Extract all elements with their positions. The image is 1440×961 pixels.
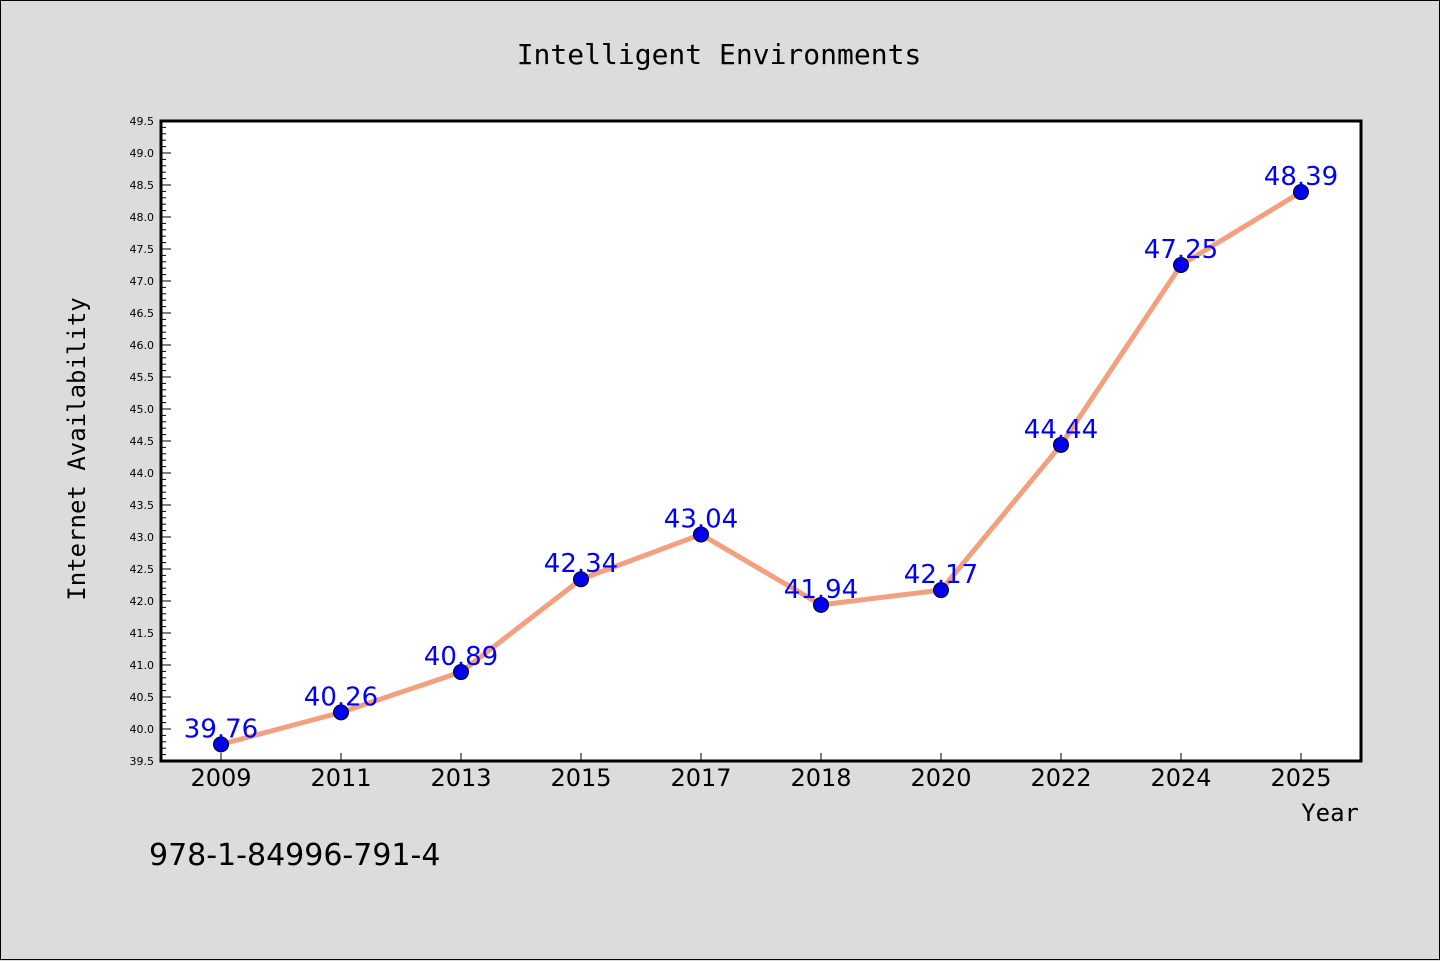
x-tick-label: 2015 (550, 764, 611, 792)
data-point (1053, 436, 1069, 453)
data-point (813, 596, 829, 613)
x-tick-label: 2020 (910, 764, 971, 792)
y-tick-label: 40.5 (130, 691, 155, 704)
plot-area (159, 119, 1363, 763)
data-point (213, 736, 229, 753)
y-tick-label: 43.5 (130, 499, 155, 512)
y-tick-label: 42.5 (130, 563, 155, 576)
x-tick-label: 2024 (1150, 764, 1211, 792)
x-tick-label: 2013 (430, 764, 491, 792)
x-tick-label: 2025 (1270, 764, 1331, 792)
y-tick-label: 44.0 (130, 467, 155, 480)
y-tick-label: 39.5 (130, 755, 155, 768)
data-label: 43.04 (664, 504, 738, 534)
isbn-text: 978-1-84996-791-4 (149, 838, 440, 873)
data-point (933, 582, 949, 599)
y-tick-label: 47.0 (130, 275, 155, 288)
x-axis-title: Year (1301, 799, 1359, 827)
y-tick-label: 47.5 (130, 243, 155, 256)
y-tick-label: 49.0 (130, 147, 155, 160)
y-tick-label: 48.0 (130, 211, 155, 224)
series-group (213, 184, 1309, 753)
y-tick-label: 45.5 (130, 371, 155, 384)
y-tick-label: 49.5 (130, 115, 155, 128)
x-tick-label: 2018 (790, 764, 851, 792)
data-point (1293, 184, 1309, 201)
x-tick-label: 2017 (670, 764, 731, 792)
y-tick-label: 46.0 (130, 339, 155, 352)
series-line (218, 189, 1304, 747)
data-label: 42.34 (544, 549, 618, 579)
y-tick-label: 43.0 (130, 531, 155, 544)
y-tick-label: 48.5 (130, 179, 155, 192)
data-label: 40.89 (424, 642, 498, 672)
data-point (1173, 257, 1189, 273)
data-label: 39.76 (184, 714, 258, 744)
y-tick-label: 41.5 (130, 627, 155, 640)
data-label: 48.39 (1264, 162, 1338, 192)
y-tick-label: 42.0 (130, 595, 155, 608)
y-axis-title: Internet Availability (63, 297, 91, 600)
data-label: 41.94 (784, 575, 858, 605)
data-point (453, 664, 469, 681)
chart-title: Intelligent Environments (517, 38, 922, 71)
y-axis: 39.5 40.0 40.5 41.0 41.5 42.0 42.5 43.0 43.5 44.0… (130, 115, 171, 768)
data-label: 44.44 (1024, 415, 1098, 445)
x-tick-label: 2009 (190, 764, 251, 792)
x-axis: 2009 2011 2013 2015 2017 2018 2020 2022 2024 2025 (190, 753, 1332, 792)
data-point (333, 704, 349, 721)
y-tick-label: 40.0 (130, 723, 155, 736)
data-label: 47.25 (1144, 235, 1218, 265)
x-tick-label: 2011 (310, 764, 371, 792)
data-point (573, 571, 589, 588)
data-label: 40.26 (304, 682, 378, 712)
x-tick-label: 2022 (1030, 764, 1091, 792)
data-label: 42.17 (904, 560, 978, 590)
data-point (693, 526, 709, 543)
y-tick-label: 44.5 (130, 435, 155, 448)
data-labels: 39.76 40.26 40.89 42.34 43.04 41.94 42.17 44.44… (184, 162, 1338, 744)
y-tick-label: 41.0 (130, 659, 155, 672)
y-tick-label: 46.5 (130, 307, 155, 320)
y-tick-label: 45.0 (130, 403, 155, 416)
